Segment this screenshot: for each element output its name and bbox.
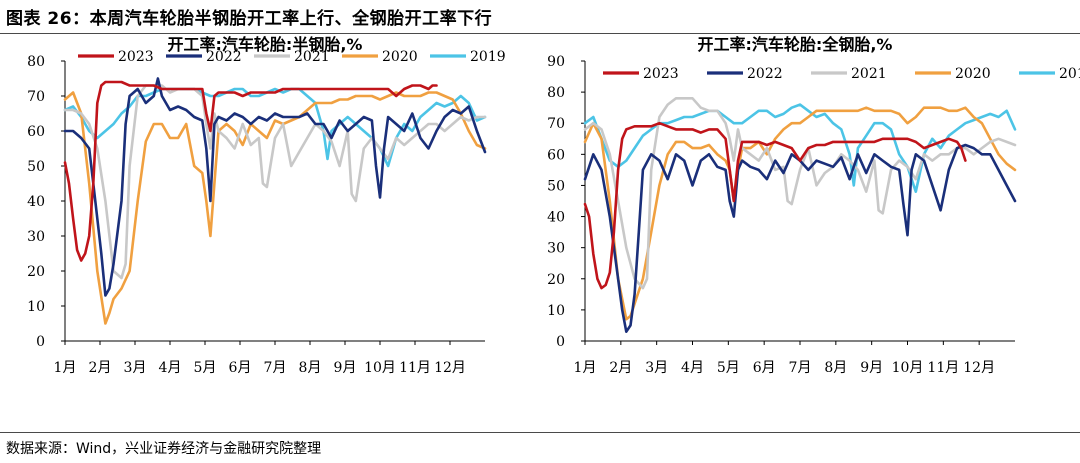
legend-label-2019: 2019 <box>1059 66 1080 82</box>
y-tick-label: 40 <box>27 194 45 210</box>
y-tick-label: 30 <box>547 241 565 257</box>
chart-title: 开工率:汽车轮胎:半钢胎,% <box>168 35 363 54</box>
series-line-2023 <box>63 80 438 262</box>
x-tick-label: 6月 <box>229 360 252 376</box>
y-tick-label: 50 <box>547 178 565 194</box>
series-line-2021 <box>63 84 487 280</box>
legend-label-2023: 2023 <box>118 49 154 65</box>
x-tick-label: 2月 <box>609 360 632 376</box>
legend-label-2022: 2022 <box>747 66 783 82</box>
y-tick-label: 0 <box>556 334 565 350</box>
footer-divider <box>0 432 1080 433</box>
x-tick-label: 1月 <box>54 360 77 376</box>
x-tick-label: 10月 <box>364 360 396 376</box>
x-tick-label: 5月 <box>717 360 740 376</box>
chart-title: 开工率:汽车轮胎:全钢胎,% <box>698 35 893 54</box>
series-line-2022 <box>63 77 487 297</box>
legend-label-2020: 2020 <box>955 66 991 82</box>
x-tick-label: 7月 <box>264 360 287 376</box>
series-line-2022 <box>583 143 1017 334</box>
x-tick-label: 7月 <box>789 360 812 376</box>
y-tick-label: 20 <box>27 264 45 280</box>
x-tick-label: 12月 <box>434 360 466 376</box>
series-line-2020 <box>583 106 1017 321</box>
series-line-2021 <box>583 96 1017 290</box>
y-tick-label: 50 <box>27 159 45 175</box>
legend-label-2019: 2019 <box>470 49 506 65</box>
source-note: 数据来源：Wind，兴业证券经济与金融研究院整理 <box>6 441 322 457</box>
x-tick-label: 5月 <box>194 360 217 376</box>
series-line-2019 <box>583 103 1017 193</box>
legend-label-2023: 2023 <box>643 66 679 82</box>
series-line-2023 <box>583 121 967 290</box>
series-line-2020 <box>63 91 487 325</box>
x-tick-label: 1月 <box>574 360 597 376</box>
legend-label-2021: 2021 <box>851 66 887 82</box>
x-tick-label: 11月 <box>399 360 431 376</box>
x-tick-label: 2月 <box>89 360 112 376</box>
x-tick-label: 8月 <box>299 360 322 376</box>
y-tick-label: 90 <box>547 54 565 70</box>
y-tick-label: 40 <box>547 210 565 226</box>
y-tick-label: 80 <box>27 54 45 70</box>
x-tick-label: 11月 <box>927 360 959 376</box>
title-divider <box>0 33 1080 34</box>
x-tick-label: 9月 <box>860 360 883 376</box>
x-tick-label: 4月 <box>159 360 182 376</box>
x-tick-label: 10月 <box>892 360 924 376</box>
y-tick-label: 70 <box>27 89 45 105</box>
y-tick-label: 20 <box>547 272 565 288</box>
chart-semi-steel: 开工率:汽车轮胎:半钢胎,% 0 10 20 30 40 50 60 70 80 1月 2月 3月 4月 5… <box>27 35 506 376</box>
x-tick-label: 4月 <box>681 360 704 376</box>
legend-label-2022: 2022 <box>206 49 242 65</box>
y-tick-label: 0 <box>36 334 45 350</box>
y-tick-label: 30 <box>27 229 45 245</box>
x-tick-label: 6月 <box>753 360 776 376</box>
y-tick-label: 60 <box>27 124 45 140</box>
x-tick-label: 8月 <box>824 360 847 376</box>
figure-title: 图表 26：本周汽车轮胎半钢胎开工率上行、全钢胎开工率下行 <box>6 9 493 29</box>
y-tick-label: 10 <box>547 303 565 319</box>
x-tick-label: 3月 <box>645 360 668 376</box>
x-tick-label: 3月 <box>124 360 147 376</box>
x-tick-label: 12月 <box>963 360 995 376</box>
chart-all-steel: 开工率:汽车轮胎:全钢胎,% 0 10 20 30 40 50 60 70 80 90 1月 2月 3月 4… <box>547 35 1080 376</box>
x-tick-label: 9月 <box>334 360 357 376</box>
legend-label-2020: 2020 <box>382 49 418 65</box>
y-tick-label: 70 <box>547 116 565 132</box>
y-tick-label: 10 <box>27 299 45 315</box>
legend-label-2021: 2021 <box>294 49 330 65</box>
y-tick-label: 60 <box>547 147 565 163</box>
y-tick-label: 80 <box>547 85 565 101</box>
